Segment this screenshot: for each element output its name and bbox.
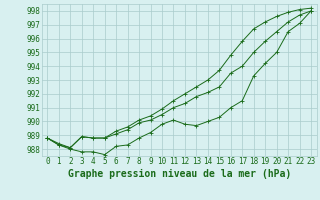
X-axis label: Graphe pression niveau de la mer (hPa): Graphe pression niveau de la mer (hPa): [68, 169, 291, 179]
